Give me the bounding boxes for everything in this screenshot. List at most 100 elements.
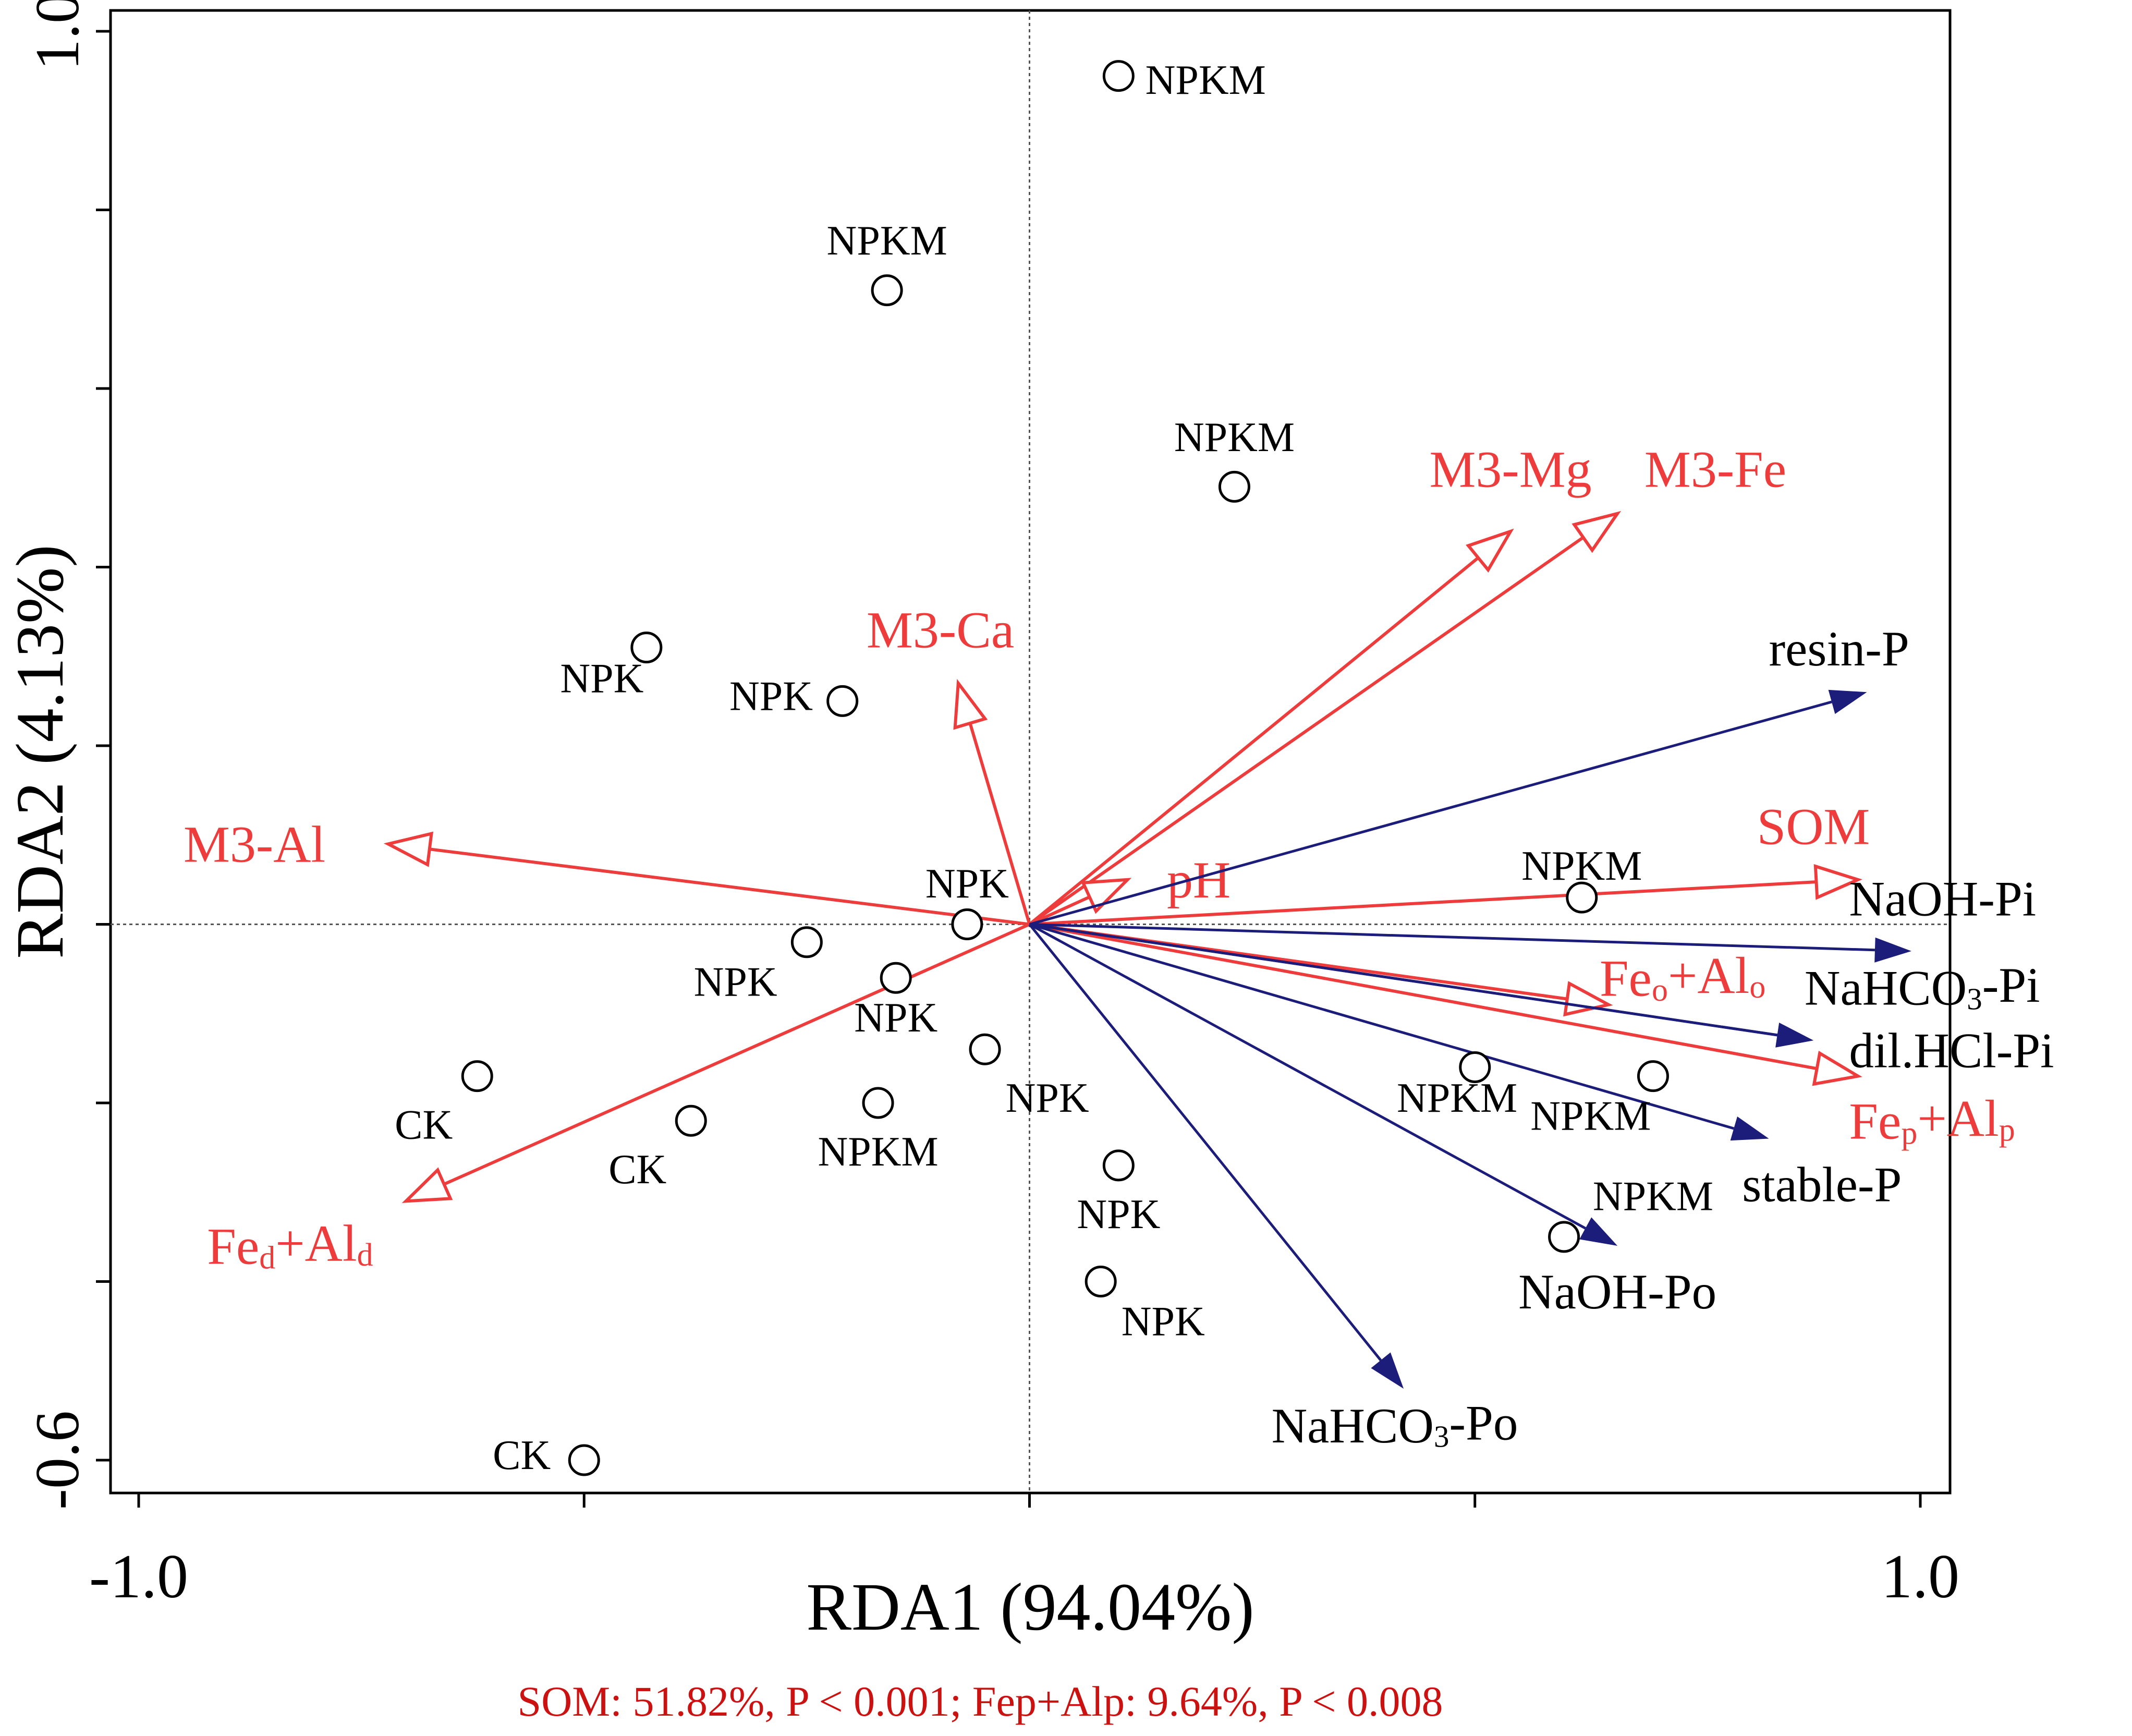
sample-label: NPK [729,674,813,720]
env-vector-line [1029,895,1090,926]
sample-marker [1085,1266,1117,1297]
env-vector-line [1029,880,1817,926]
y-axis-title: RDA2 (4.13%) [3,544,78,958]
sample-point: CK [608,1104,707,1193]
sample-marker [1102,1149,1135,1182]
p-fraction-vector: NaOH-Po [1029,923,1716,1319]
sample-marker [1548,1221,1580,1253]
env-vector-head [383,831,434,867]
p-fraction-vector-label: stable-P [1742,1157,1902,1212]
sample-label: CK [608,1147,666,1193]
sample-label: NPKM [1593,1174,1713,1220]
p-fraction-vector-head [1775,1023,1813,1048]
sample-marker [862,1087,894,1119]
env-vector-line [429,847,1030,926]
sample-point: NPK [1077,1149,1160,1237]
sample-points: NPKM NPKM NPKM NPK NPK NPK NPKM NPK NPK NPK CK CK NP… [395,57,1713,1478]
env-vector-line [1028,536,1585,926]
sample-point: NPK [1085,1266,1205,1344]
env-vector-line [1029,922,1818,1071]
sample-point: NPK [694,926,823,1005]
p-fraction-vector-line [1029,923,1586,1230]
env-vector: SOM [1029,797,1870,926]
sample-point: NPKM [1548,1174,1713,1253]
sample-label: NPKM [1146,57,1266,103]
env-vector-head [1080,878,1132,914]
sample-marker [880,962,912,994]
sample-point: NPK [854,962,937,1041]
env-vector-label: Fep+Alp [1849,1089,2015,1151]
sample-marker [675,1104,707,1137]
sample-point: NPK [969,1033,1089,1121]
sample-point: CK [395,1060,493,1148]
sample-marker [1566,881,1598,914]
env-vector-label: pH [1167,851,1231,909]
env-vector: Fed+Ald [207,922,1030,1276]
sample-point: NPKM [1102,57,1266,103]
p-fraction-vector: resin-P [1029,621,1909,926]
sample-label: NPK [560,655,643,701]
sample-marker [568,1444,600,1476]
p-fraction-vector-label: NaHCO3-Po [1272,1395,1518,1453]
sample-point: CK [493,1432,600,1478]
sample-label: NPK [925,861,1009,907]
y-tick-label: -0.6 [22,1411,92,1510]
p-fraction-vector-line [1029,923,1735,1130]
env-vector: pH [1029,851,1231,926]
sample-marker [630,632,663,664]
env-vector-label: Feo+Alo [1600,946,1765,1008]
sample-label: NPK [1006,1075,1089,1121]
sample-point: NPKM [1521,843,1642,914]
p-fraction-vector-label: NaOH-Pi [1849,871,2036,926]
p-fraction-vector-head [1828,689,1867,714]
env-vector-head [1466,528,1514,573]
env-vector-head [1812,1050,1862,1086]
env-vector-line [1028,556,1480,926]
sample-point: NPK [925,861,1009,940]
p-fraction-vector-label: NaOH-Po [1518,1264,1716,1319]
env-vector-line [968,722,1031,925]
environmental-vectors: M3-Mg M3-Fe M3-Ca M3-Al pH SOM Feo+Alo Fep+Alp F… [184,440,2015,1276]
phosphorus-fraction-vectors: resin-P NaOH-Pi NaHCO3-Pi dil.HCl-Pi stable-… [1028,621,2054,1454]
sample-marker [1637,1060,1669,1092]
sample-label: CK [493,1432,551,1478]
sample-point: NPKM [1397,1051,1517,1121]
env-vector-head [1563,981,1613,1017]
sample-point: NPKM [1174,415,1295,503]
sample-marker [951,908,983,940]
sample-label: NPK [1077,1192,1160,1237]
p-fraction-vector-head [1874,937,1911,963]
sample-label: CK [395,1102,453,1148]
p-fraction-vector-head [1371,1352,1404,1389]
env-vector: M3-Ca [867,601,1031,925]
x-tick-label: 1.0 [1881,1541,1959,1611]
axis-ticks [96,30,1922,1508]
env-vector: Feo+Alo [1029,922,1765,1017]
env-vector-label: M3-Fe [1644,440,1786,498]
env-vector-label: M3-Mg [1430,440,1592,498]
sample-label: NPK [694,960,777,1005]
env-vector-head [953,678,988,730]
sample-point: NPKM [818,1087,939,1175]
env-vector-label: SOM [1757,797,1870,855]
sample-label: NPKM [1174,415,1295,460]
significance-note: SOM: 51.82%, P < 0.001; Fep+Alp: 9.64%, … [517,1678,1443,1725]
p-fraction-vector-label: NaHCO3-Pi [1805,957,2040,1016]
y-tick-label: 1.0 [22,0,92,70]
env-vector-line [443,922,1030,1186]
env-vector-head [1571,511,1622,553]
env-vector-head [1813,864,1862,900]
sample-marker [826,685,859,717]
sample-marker [1459,1051,1491,1083]
env-vector: M3-Fe [1028,440,1786,926]
env-vector: M3-Mg [1028,440,1592,926]
env-vector: M3-Al [184,816,1030,926]
p-fraction-vector-line [1029,700,1832,926]
axis-tick-labels: -1.0 1.0 1.0 -0.6 [22,0,1959,1611]
sample-marker [790,926,823,958]
p-fraction-vector-line [1028,923,1382,1362]
sample-point: NPKM [1530,1060,1669,1139]
sample-marker [871,274,903,307]
p-fraction-vector-line [1029,923,1778,1037]
